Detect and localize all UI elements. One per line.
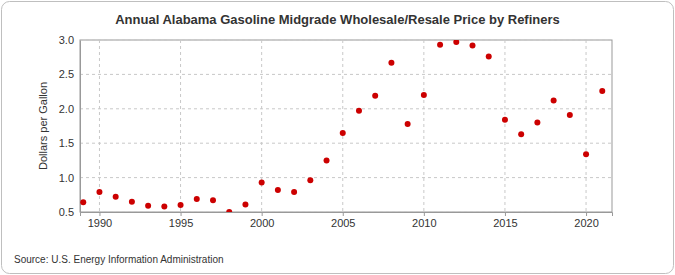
y-axis: 0.5 1.0 1.5 2.0 2.5 3.0 xyxy=(59,34,81,218)
frame xyxy=(2,2,674,274)
y-tick: 0.5 xyxy=(59,206,80,218)
point xyxy=(340,130,346,136)
point xyxy=(405,121,411,127)
point xyxy=(567,112,573,118)
tick-label: 2000 xyxy=(250,217,274,229)
point xyxy=(356,108,362,114)
tick-label: 1.5 xyxy=(59,137,74,149)
point xyxy=(291,189,297,195)
point xyxy=(534,120,540,126)
grid-line xyxy=(180,40,181,212)
tick-mark xyxy=(181,212,182,216)
point xyxy=(161,203,167,209)
grid-line xyxy=(342,40,343,212)
point xyxy=(242,201,248,207)
x-tick: 1990 xyxy=(88,212,112,229)
tick-label: 2.5 xyxy=(59,68,74,80)
point xyxy=(80,199,86,205)
source-note: Source: U.S. Energy Information Administ… xyxy=(14,254,224,265)
axis-line xyxy=(81,213,613,217)
tick-mark xyxy=(505,212,506,216)
tick-label: 1.0 xyxy=(59,172,74,184)
tick-label: 2.0 xyxy=(59,103,74,115)
point xyxy=(551,98,557,104)
point xyxy=(259,179,265,185)
y-tick: 1.5 xyxy=(59,137,80,149)
point xyxy=(307,177,313,183)
point xyxy=(372,93,378,99)
point xyxy=(421,92,427,98)
tick-label: 1990 xyxy=(88,217,112,229)
point xyxy=(96,189,102,195)
x-tick: 2000 xyxy=(250,212,274,229)
point xyxy=(178,202,184,208)
x-tick: 1995 xyxy=(169,212,193,229)
point xyxy=(388,60,394,66)
tick-mark xyxy=(424,212,425,216)
point xyxy=(599,88,605,94)
x-tick: 2010 xyxy=(412,212,436,229)
point xyxy=(194,196,200,202)
tick-label: 2015 xyxy=(493,217,517,229)
point xyxy=(502,117,508,123)
grid-line xyxy=(80,143,612,144)
tick-label: 2010 xyxy=(412,217,436,229)
tick-mark xyxy=(343,212,344,216)
grid-line xyxy=(261,40,262,212)
x-axis: 1990 1995 2000 2005 2010 2015 2020 xyxy=(81,212,613,229)
axis-line xyxy=(80,41,81,213)
grid-line xyxy=(99,40,100,212)
tick-label: 2005 xyxy=(331,217,355,229)
point xyxy=(437,42,443,48)
point xyxy=(129,199,135,205)
grid-line xyxy=(80,40,612,41)
point xyxy=(210,197,216,203)
x-tick: 2015 xyxy=(493,212,517,229)
grid-line xyxy=(80,108,612,109)
point xyxy=(145,203,151,209)
y-tick: 1.0 xyxy=(59,172,80,184)
tick-label: 0.5 xyxy=(59,206,74,218)
title: Annual Alabama Gasoline Midgrade Wholesa… xyxy=(115,12,560,27)
point xyxy=(470,43,476,49)
point xyxy=(113,194,119,200)
grid xyxy=(80,40,612,212)
point xyxy=(583,151,589,157)
point xyxy=(453,40,459,45)
x-tick: 2005 xyxy=(331,212,355,229)
y-tick: 3.0 xyxy=(59,34,80,46)
y-tick: 2.5 xyxy=(59,68,80,80)
y-tick: 2.0 xyxy=(59,103,80,115)
grid-line xyxy=(504,40,505,212)
plot-frame xyxy=(80,40,612,212)
tick-label: 1995 xyxy=(169,217,193,229)
point xyxy=(324,157,330,163)
points xyxy=(80,40,605,212)
grid-line xyxy=(80,177,612,178)
point xyxy=(486,54,492,60)
point xyxy=(275,187,281,193)
x-tick: 2020 xyxy=(574,212,598,229)
point xyxy=(518,131,524,137)
grid-line xyxy=(423,40,424,212)
tick-mark xyxy=(99,212,100,216)
point xyxy=(226,209,232,212)
tick-label: 3.0 xyxy=(59,34,74,46)
y-axis-title: Dollars per Gallon xyxy=(37,82,49,170)
tick-label: 2020 xyxy=(574,217,598,229)
grid-line xyxy=(80,74,612,75)
tick-mark xyxy=(586,212,587,216)
tick-mark xyxy=(262,212,263,216)
grid-line xyxy=(586,40,587,212)
